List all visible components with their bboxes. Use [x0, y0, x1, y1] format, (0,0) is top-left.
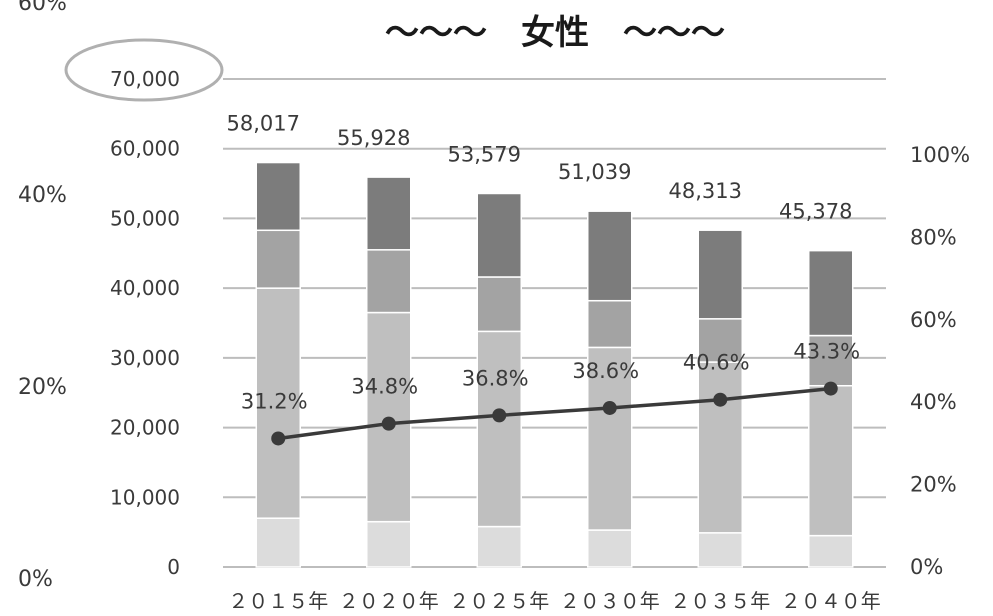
total-label: 53,579 [448, 142, 521, 166]
y-right-tick-label: 20% [910, 473, 957, 497]
ratio-label: 38.6% [572, 359, 639, 383]
labels: 0 10,000 20,000 30,000 40,000 50,000 60,000 70,… [18, 0, 970, 613]
ratio-point [823, 381, 838, 396]
bar-segment [366, 520, 412, 568]
bar-segment [808, 534, 854, 568]
ratio-line [278, 386, 831, 441]
ratio-point [713, 392, 728, 407]
ratio-point [381, 416, 396, 431]
x-tick-label: ２０２０年 [339, 589, 439, 613]
bar-segment [255, 517, 301, 568]
y-left-tick-label: 40,000 [110, 276, 180, 300]
bars [255, 161, 854, 568]
ratio-point [492, 408, 507, 423]
bar-segment [697, 361, 743, 534]
y-outer-tick-label: 0% [18, 567, 53, 592]
bar-segment [587, 529, 633, 568]
total-label: 55,928 [337, 126, 410, 150]
total-label: 45,378 [779, 200, 852, 224]
ratio-label: 34.8% [351, 375, 418, 399]
x-tick-label: ２０２５年 [449, 589, 549, 613]
ratio-point [602, 400, 617, 415]
bar-segment [808, 249, 854, 337]
highlight-circle [64, 38, 224, 102]
y-left-tick-label: 20,000 [110, 416, 180, 440]
y-right-tick-label: 80% [910, 225, 957, 249]
ratio-label: 40.6% [683, 351, 750, 375]
y-outer-tick-label: 20% [18, 375, 67, 400]
y-right-tick-label: 100% [910, 143, 970, 167]
bar-segment [255, 161, 301, 232]
bar-segment [587, 299, 633, 349]
y-right-tick-label: 60% [910, 308, 957, 332]
y-left-tick-label: 60,000 [110, 137, 180, 161]
line-series [271, 381, 838, 446]
bar-segment [476, 330, 522, 528]
y-right-tick-label: 40% [910, 390, 957, 414]
y-outer-tick-label: 40% [18, 183, 67, 208]
y-left-tick-label: 0 [167, 555, 180, 579]
ratio-point [271, 431, 286, 446]
bar-segment [587, 210, 633, 302]
bar-segment [808, 384, 854, 537]
bar-segment [255, 287, 301, 519]
y-left-tick-label: 30,000 [110, 346, 180, 370]
bar-segment [476, 525, 522, 568]
bar-segment [476, 276, 522, 333]
bar-segment [476, 192, 522, 278]
y-outer-tick-label: 60% [18, 0, 67, 16]
ratio-label: 43.3% [793, 340, 860, 364]
x-tick-label: ２０１５年 [228, 589, 328, 613]
ratio-label: 31.2% [241, 389, 308, 413]
bar-segment [366, 249, 412, 314]
bar-segment [255, 229, 301, 289]
x-tick-label: ２０３０年 [560, 589, 660, 613]
total-label: 58,017 [227, 112, 300, 136]
chart-title: ～～～ 女性 ～～～ [385, 13, 725, 53]
total-label: 51,039 [558, 160, 631, 184]
y-left-tick-label: 10,000 [110, 485, 180, 509]
y-left-tick-label: 50,000 [110, 206, 180, 230]
y-left-tick-label: 70,000 [110, 67, 180, 91]
bar-segment [587, 346, 633, 531]
ratio-label: 36.8% [462, 366, 529, 390]
x-tick-label: ２０４０年 [781, 589, 881, 613]
y-right-tick-label: 0% [910, 555, 943, 579]
bar-segment [366, 176, 412, 251]
total-label: 48,313 [669, 179, 742, 203]
bar-segment [697, 229, 743, 320]
gridlines [223, 78, 886, 568]
bar-segment [697, 532, 743, 568]
x-tick-label: ２０３５年 [670, 589, 770, 613]
